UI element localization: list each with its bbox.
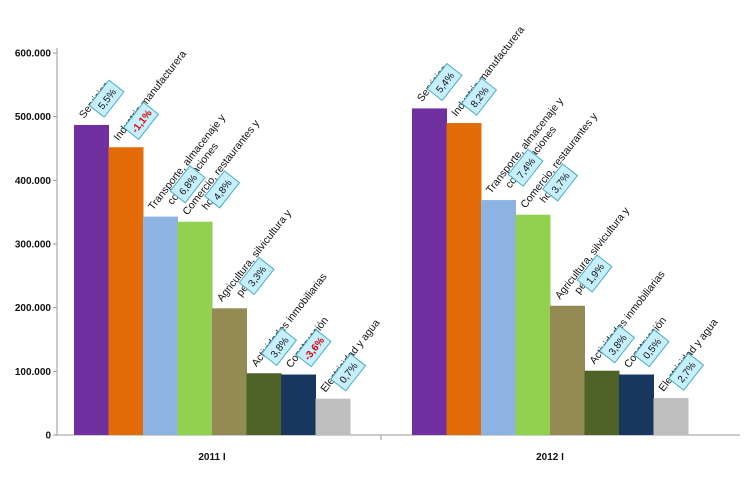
growth-callout: 5,5% — [88, 79, 125, 118]
bar-1-2 — [481, 200, 516, 435]
bar-0-7 — [315, 398, 351, 435]
bar-0-5 — [246, 373, 282, 435]
growth-callout-box — [330, 353, 367, 392]
bar-1-7 — [653, 398, 689, 435]
group-label: 2012 I — [536, 452, 564, 463]
growth-callout: 0,5% — [633, 329, 670, 368]
growth-callout: 5,4% — [426, 62, 463, 102]
growth-callout: 3,8% — [261, 327, 298, 367]
category-label-line: Industria manufacturera — [449, 24, 527, 119]
growth-callout: 7,4% — [507, 148, 544, 187]
growth-callout-box — [204, 170, 241, 209]
y-tick-label: 600.000 — [15, 49, 52, 60]
bar-1-6 — [619, 374, 654, 435]
growth-callout: 3,7% — [542, 163, 579, 202]
bar-0-0 — [74, 124, 109, 436]
growth-callout-box — [542, 163, 579, 202]
bar-1-1 — [446, 123, 482, 436]
bar-1-3 — [515, 214, 551, 435]
growth-callout: -1,1% — [123, 101, 160, 141]
bar-0-1 — [108, 147, 144, 435]
growth-callout-box — [633, 329, 670, 368]
growth-callout: 3,3% — [238, 256, 275, 296]
growth-callout: 0,7% — [330, 353, 367, 392]
growth-callout: 8,2% — [461, 77, 498, 116]
growth-callout-box — [461, 77, 498, 116]
growth-callout-box — [426, 62, 463, 102]
growth-callout-box — [668, 352, 705, 391]
growth-callout: 2,7% — [668, 352, 705, 391]
growth-callout-box — [507, 148, 544, 187]
category-label: Industria manufacturera — [111, 48, 189, 143]
growth-callout: 3,8% — [599, 325, 636, 364]
y-tick-label: 200.000 — [15, 303, 52, 314]
growth-callout-box — [238, 256, 275, 296]
growth-callout-box — [88, 79, 125, 118]
y-tick-label: 100.000 — [15, 367, 52, 378]
growth-callout-box — [295, 329, 332, 368]
y-tick-label: 0 — [45, 431, 51, 442]
growth-callout-box — [123, 101, 160, 141]
category-label: Industria manufacturera — [449, 24, 527, 119]
bar-0-4 — [212, 308, 247, 435]
group-label: 2011 I — [198, 452, 225, 463]
growth-callout-box — [576, 254, 613, 293]
y-tick-label: 400.000 — [15, 176, 52, 187]
bar-1-4 — [550, 305, 585, 435]
growth-callout: 1,9% — [576, 254, 613, 293]
growth-callout: -3,6% — [295, 329, 332, 368]
growth-callout-box — [261, 327, 298, 367]
growth-callout: 6,8% — [169, 165, 206, 204]
y-tick-label: 300.000 — [15, 240, 52, 251]
growth-callout: 4,8% — [204, 170, 241, 209]
growth-callout-box — [169, 165, 206, 204]
category-label-line: Industria manufacturera — [111, 48, 189, 143]
bar-0-3 — [177, 221, 213, 435]
bar-0-2 — [143, 216, 178, 435]
y-tick-label: 500.000 — [15, 112, 52, 123]
bar-1-5 — [584, 370, 620, 435]
bar-0-6 — [281, 374, 316, 435]
growth-callout-box — [599, 325, 636, 364]
bar-1-0 — [412, 108, 447, 435]
